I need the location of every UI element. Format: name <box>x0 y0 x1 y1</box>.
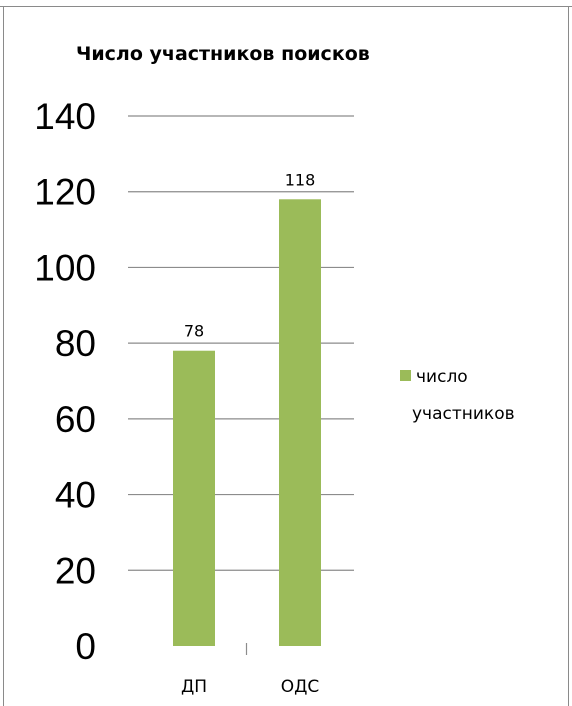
legend-swatch <box>400 370 411 381</box>
y-tick-label: 60 <box>55 399 96 440</box>
bar-series <box>173 199 321 647</box>
y-tick-label: 80 <box>55 323 96 364</box>
x-axis-ticks: ДП ОДС <box>181 677 319 697</box>
legend-label-line-2: участников <box>412 404 515 424</box>
bar-ОДС <box>279 199 321 647</box>
data-label: 78 <box>184 322 204 341</box>
y-tick-label: 40 <box>55 475 96 516</box>
x-tick-label: ДП <box>181 677 207 697</box>
legend: число участников <box>400 367 515 424</box>
data-label: 118 <box>285 170 316 189</box>
chart-title: Число участников поисков <box>76 43 370 65</box>
y-tick-label: 140 <box>34 96 96 137</box>
grid <box>128 115 354 571</box>
y-tick-label: 0 <box>75 626 96 667</box>
bar-ДП <box>173 350 215 646</box>
y-tick-label: 20 <box>55 550 96 591</box>
y-tick-label: 120 <box>34 172 96 213</box>
legend-label-line-1: число <box>416 367 468 387</box>
data-labels: 78 118 <box>184 170 315 340</box>
x-tick-label: ОДС <box>281 677 320 697</box>
y-axis-ticks: 0 20 40 60 80 100 120 140 <box>34 96 96 667</box>
y-tick-label: 100 <box>34 247 96 288</box>
